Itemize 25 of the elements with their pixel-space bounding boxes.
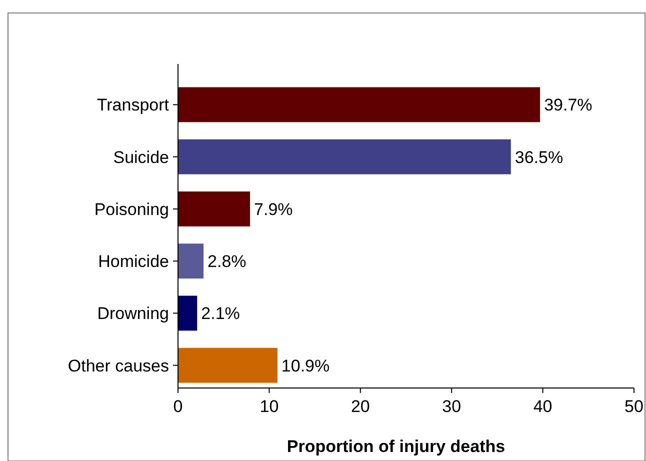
y-tick-label: Poisoning <box>94 200 169 219</box>
data-label: 39.7% <box>544 96 592 115</box>
data-label: 2.1% <box>201 304 240 324</box>
x-tick-label: 20 <box>350 397 370 416</box>
data-label: 10.9% <box>281 356 330 376</box>
bar <box>178 244 204 279</box>
x-axis-title: Proportion of injury deaths <box>286 437 506 456</box>
data-label: 7.9% <box>254 200 293 219</box>
bar <box>178 139 511 174</box>
y-tick-label: Other causes <box>68 356 169 376</box>
y-tick-label: Homicide <box>98 252 169 272</box>
y-tick-label: Drowning <box>97 304 169 324</box>
x-tick-label: 40 <box>533 397 552 416</box>
y-tick-label: Transport <box>96 96 170 115</box>
x-tick-label: 0 <box>173 397 183 416</box>
bar <box>178 348 278 383</box>
x-tick-label: 10 <box>260 397 279 416</box>
bar <box>178 87 540 122</box>
x-tick-label: 30 <box>442 397 462 416</box>
data-label: 36.5% <box>514 148 564 167</box>
bar <box>178 191 250 226</box>
data-label: 2.8% <box>208 252 246 272</box>
y-tick-label: Suicide <box>113 148 169 167</box>
bar <box>178 296 198 331</box>
x-tick-label: 50 <box>624 397 644 416</box>
